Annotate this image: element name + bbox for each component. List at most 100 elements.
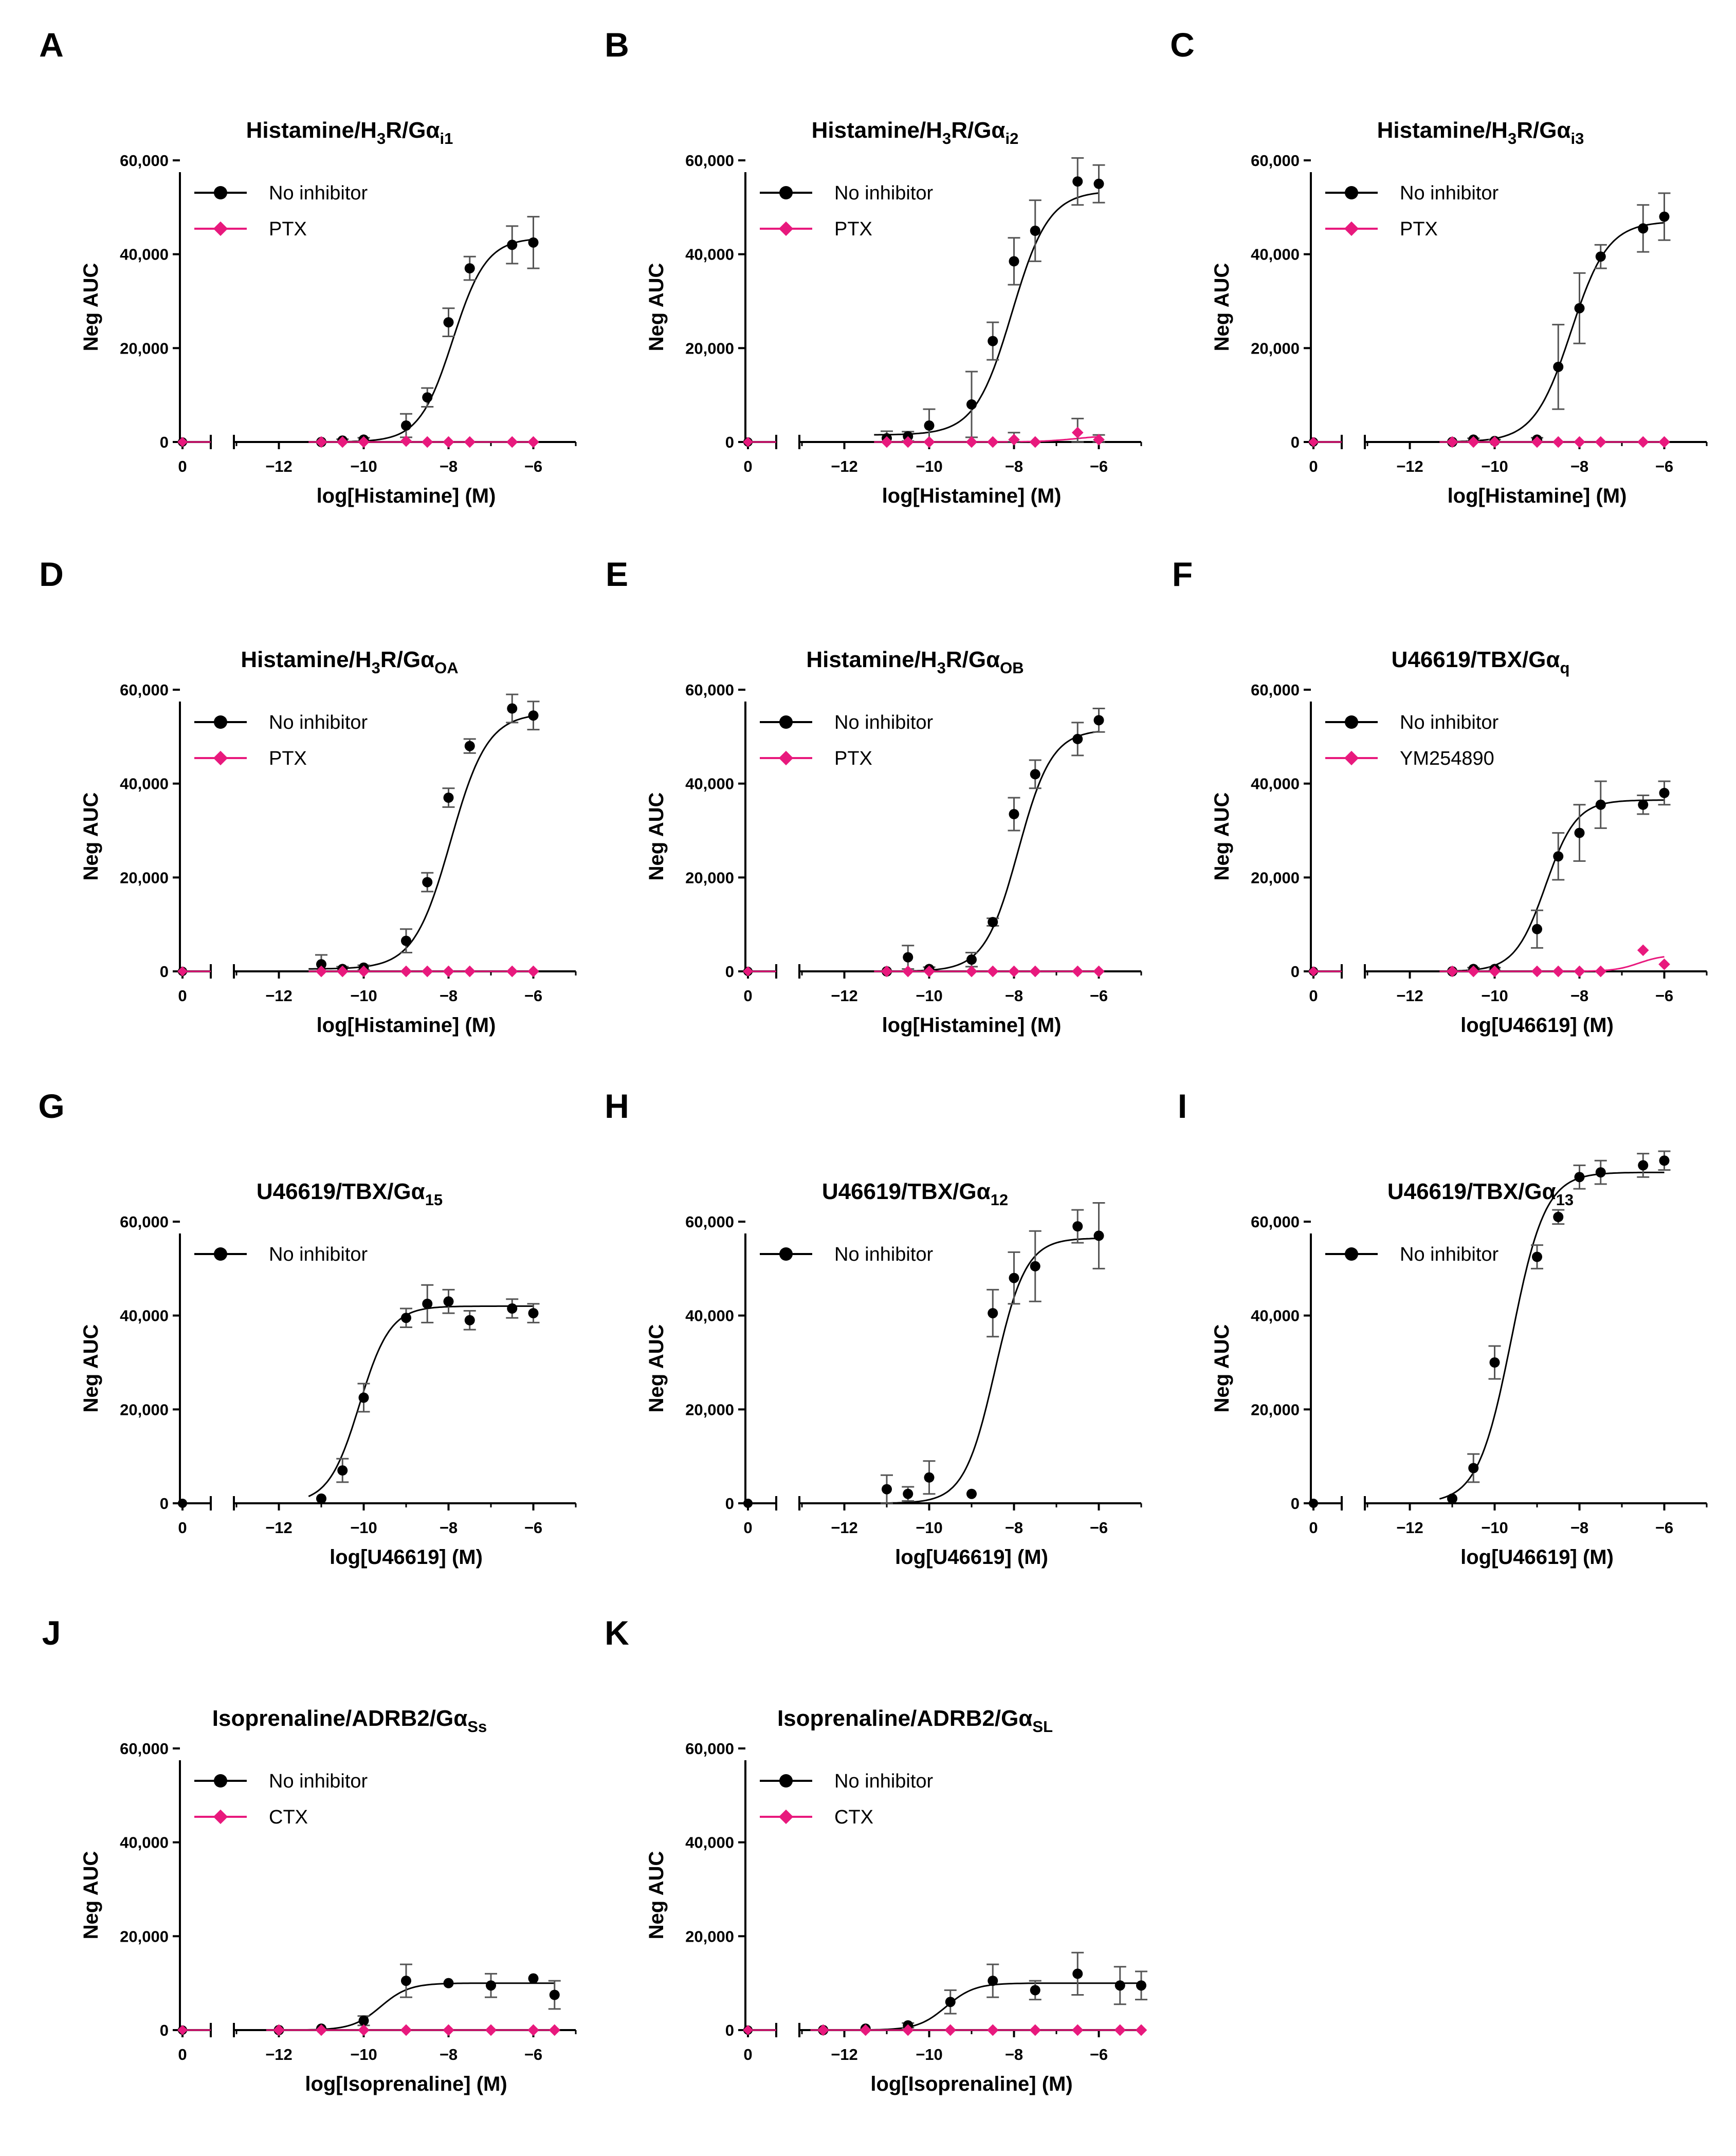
panel-d: D Histamine/H3R/GαOA 0 20,000 40,000 60,000 Ne… (39, 555, 577, 1037)
x-tick-label: −8 (1570, 457, 1588, 475)
data-point (924, 1472, 935, 1483)
chart-title: Histamine/H3R/Gαi1 (246, 118, 453, 148)
data-point (443, 965, 454, 978)
y-tick-label: 40,000 (120, 1834, 169, 1852)
x-tick-label: −10 (916, 457, 943, 475)
data-point (966, 399, 977, 410)
data-point (902, 2024, 914, 2036)
chart-title: U46619/TBX/Gα15 (257, 1179, 443, 1209)
data-point (1595, 965, 1607, 978)
data-point (1574, 436, 1585, 448)
y-tick-label: 20,000 (685, 869, 734, 887)
fit-curve (266, 1982, 555, 2031)
x-tick-label: −10 (350, 2046, 377, 2063)
data-point (443, 436, 454, 448)
title-mid: R/Gα (380, 647, 434, 672)
data-point (464, 1315, 475, 1325)
x-tick-label: −12 (1396, 987, 1423, 1005)
data-point (421, 436, 433, 448)
x-tick-label: −8 (1005, 457, 1023, 475)
x-tick-label: −10 (1481, 457, 1508, 475)
title-main: U46619/TBX/Gα (257, 1179, 425, 1204)
legend-marker-circle (214, 186, 227, 199)
title-main: Isoprenaline/ADRB2/Gα (212, 1706, 467, 1731)
data-point (903, 952, 913, 963)
data-point-zero (743, 1499, 753, 1508)
title-mid: R/Gα (1516, 118, 1570, 143)
chart-title: Histamine/H3R/GαOA (241, 647, 458, 677)
data-point (486, 1980, 496, 1991)
y-tick-label: 0 (725, 433, 734, 451)
x-tick-label-zero: 0 (178, 987, 187, 1005)
data-point (1029, 965, 1041, 978)
data-point (1574, 827, 1585, 838)
x-tick-label: −10 (916, 2046, 943, 2063)
fit-curve (874, 1238, 1099, 1504)
x-tick-label-zero: 0 (178, 1519, 187, 1537)
data-point (1531, 965, 1543, 978)
data-point-zero (1309, 1499, 1318, 1508)
data-point (986, 965, 999, 978)
x-tick-label: −8 (1005, 987, 1023, 1005)
data-point (401, 420, 411, 431)
title-main: Histamine/H (241, 647, 371, 672)
data-point (924, 420, 935, 431)
data-point (1574, 303, 1585, 314)
legend-marker-circle (214, 1774, 227, 1788)
x-tick-label-zero: 0 (1309, 987, 1318, 1005)
data-point (464, 741, 475, 751)
y-axis-title: Neg AUC (80, 263, 102, 352)
x-tick-label: −10 (1481, 1519, 1508, 1537)
data-point (1030, 226, 1040, 236)
legend-label: YM254890 (1400, 748, 1494, 769)
data-point (443, 317, 454, 328)
legend-label: PTX (834, 748, 872, 769)
data-point-zero (1308, 437, 1319, 447)
panel-letter: E (606, 555, 628, 593)
data-point (1009, 256, 1019, 267)
y-tick-label: 40,000 (1251, 246, 1300, 264)
y-tick-label: 0 (725, 1495, 734, 1513)
x-tick-label: −12 (831, 2046, 858, 2063)
x-tick-label: −10 (916, 987, 943, 1005)
data-point (1532, 1251, 1542, 1262)
title-subscript: 3 (1508, 130, 1516, 148)
data-point (988, 336, 998, 346)
y-tick-label: 20,000 (120, 869, 169, 887)
legend-marker-diamond (213, 750, 228, 766)
data-point (903, 1488, 913, 1499)
y-tick-label: 0 (1291, 433, 1300, 451)
y-tick-label: 40,000 (685, 1834, 734, 1852)
y-tick-label: 0 (725, 2021, 734, 2039)
x-tick-label: −10 (350, 1519, 377, 1537)
y-tick-label: 20,000 (120, 1401, 169, 1418)
data-point (1114, 2024, 1126, 2036)
panel-i: I U46619/TBX/Gα13 0 20,000 40,000 60,000 Neg A… (1178, 1087, 1708, 1569)
x-tick-label: −10 (350, 457, 377, 475)
panel-f: F U46619/TBX/Gαq 0 20,000 40,000 60,000 Neg AU… (1172, 555, 1708, 1037)
data-point (1468, 1463, 1479, 1473)
x-axis-title: log[Isoprenaline] (M) (870, 2073, 1072, 2095)
y-tick-label: 0 (1291, 1495, 1300, 1513)
data-point (1532, 924, 1542, 934)
data-point (1072, 733, 1083, 744)
data-point (1595, 251, 1606, 262)
data-point-zero (178, 1499, 187, 1508)
y-tick-label: 60,000 (685, 1213, 734, 1231)
panel-e: E Histamine/H3R/GαOB 0 20,000 40,000 60,000 Ne… (606, 555, 1142, 1037)
title-main: Histamine/H (812, 118, 942, 143)
title-mid: R/Gα (946, 647, 1000, 672)
legend-marker-circle (1345, 715, 1358, 729)
title-subscript: 15 (425, 1191, 443, 1209)
panel-letter: H (605, 1087, 629, 1125)
data-point (443, 1296, 454, 1307)
y-tick-label: 40,000 (685, 1307, 734, 1325)
data-point (1553, 851, 1564, 862)
data-point (966, 1488, 977, 1499)
legend-label: PTX (1400, 218, 1438, 240)
x-tick-label: −6 (1090, 2046, 1108, 2063)
data-point (1595, 799, 1606, 810)
x-tick-label: −12 (1396, 457, 1423, 475)
legend-label: No inhibitor (834, 1244, 934, 1265)
